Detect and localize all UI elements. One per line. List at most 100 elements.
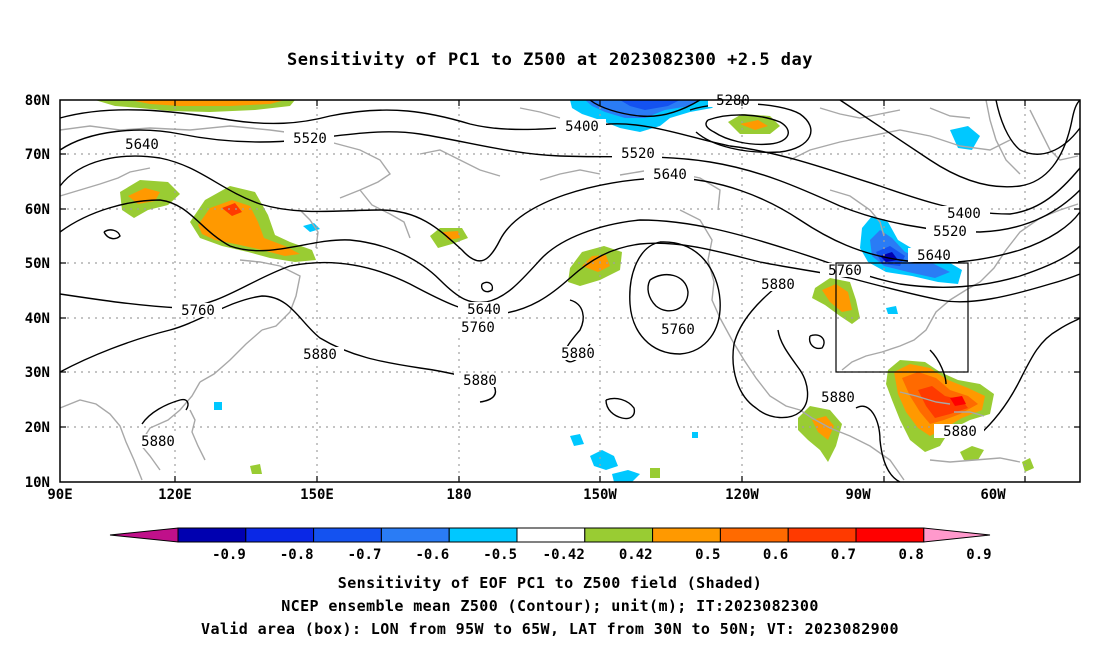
- shade-patch: [886, 306, 898, 314]
- contour-label: 5880: [943, 424, 977, 440]
- coastline: [899, 391, 951, 405]
- contour-line: [732, 283, 809, 419]
- contour-label: 5520: [621, 146, 655, 162]
- lat-tick-label: 20N: [25, 420, 50, 436]
- footer-line-2: NCEP ensemble mean Z500 (Contour); unit(…: [281, 597, 819, 615]
- coastline: [829, 189, 885, 237]
- coastline: [841, 289, 967, 371]
- colorbar-label: 0.9: [966, 547, 991, 563]
- coastline: [799, 409, 905, 481]
- valid-area-box: [835, 262, 969, 373]
- contour-label: 5640: [125, 137, 159, 153]
- contour-line: [647, 273, 689, 312]
- coastline: [59, 399, 143, 481]
- lon-tick-label: 150W: [583, 487, 617, 503]
- contour-label: 5880: [141, 434, 175, 450]
- colorbar-label: -0.7: [348, 547, 382, 563]
- shade-patch: [590, 450, 618, 470]
- coastline: [139, 381, 201, 471]
- coastline: [819, 107, 901, 119]
- contour-line: [995, 99, 1081, 155]
- lon-tick-label: 120W: [725, 487, 759, 503]
- contour-label: 5760: [461, 320, 495, 336]
- contour-label: 5640: [467, 302, 501, 318]
- colorbar-left-arrow: [109, 527, 179, 543]
- shade-patch: [612, 470, 640, 482]
- colorbar-label: -0.8: [280, 547, 314, 563]
- coastline: [239, 259, 301, 331]
- contour-line: [808, 334, 825, 350]
- shade-patch: [570, 434, 584, 446]
- contour-label: 5400: [947, 206, 981, 222]
- shade-patch: [950, 396, 966, 406]
- coastline: [679, 209, 721, 319]
- figure-title: Sensitivity of PC1 to Z500 at 2023082300…: [286, 50, 813, 70]
- contour-line: [929, 349, 947, 385]
- coastline: [419, 149, 501, 177]
- shade-patch: [214, 402, 222, 410]
- contour-label: 5760: [828, 263, 862, 279]
- shade-patch: [692, 432, 698, 438]
- colorbar-segment: [448, 527, 518, 543]
- contour-line: [705, 114, 789, 146]
- colorbar-label: -0.42: [543, 547, 585, 563]
- contour-line: [59, 199, 1081, 304]
- shade-patch: [650, 468, 660, 478]
- colorbar-label: 0.7: [831, 547, 856, 563]
- contour-label: 5880: [561, 346, 595, 362]
- contour-line: [629, 241, 721, 355]
- colorbar-label: -0.5: [483, 547, 517, 563]
- colorbar-segment: [719, 527, 789, 543]
- lat-tick-label: 10N: [25, 475, 50, 491]
- tick-marks: [60, 100, 1080, 482]
- lat-tick-label: 50N: [25, 256, 50, 272]
- lon-tick-label: 150E: [300, 487, 334, 503]
- colorbar-label: 0.8: [899, 547, 924, 563]
- shade-patch: [130, 100, 285, 106]
- shade-patch: [960, 446, 984, 460]
- coastline: [929, 457, 1021, 463]
- coastline: [789, 129, 1011, 161]
- shade-patch: [740, 120, 768, 130]
- shade-patch: [198, 200, 300, 256]
- shade-patch: [442, 231, 460, 240]
- colorbar-label: -0.9: [212, 547, 246, 563]
- colorbar-label: -0.6: [415, 547, 449, 563]
- coastline: [59, 167, 151, 197]
- coastline: [719, 317, 801, 411]
- shade-patch: [222, 203, 242, 216]
- coastline: [299, 133, 391, 199]
- coastline: [539, 169, 601, 181]
- colorbar-segment: [245, 527, 315, 543]
- contour-line: [103, 229, 121, 240]
- gridlines: [60, 100, 1080, 482]
- coastline: [954, 411, 985, 417]
- contour-line: [605, 397, 636, 420]
- shade-patch: [950, 126, 980, 150]
- shade-patch: [620, 100, 680, 110]
- contour-label: 5640: [917, 248, 951, 264]
- lat-tick-label: 30N: [25, 365, 50, 381]
- contour-line: [855, 405, 901, 483]
- lat-tick-label: 70N: [25, 147, 50, 163]
- colorbar-label: 0.6: [763, 547, 788, 563]
- contour-label: 5520: [933, 224, 967, 240]
- contour-line: [59, 129, 1081, 233]
- lon-tick-label: 120E: [158, 487, 192, 503]
- contour-label: 5880: [463, 373, 497, 389]
- lat-tick-label: 80N: [25, 93, 50, 109]
- colorbar-segment: [313, 527, 382, 543]
- contour-labels: 5280 5400 5520 5640 5520 5640 5400 5520 …: [116, 93, 990, 450]
- contour-label: 5640: [653, 167, 687, 183]
- coastline: [519, 107, 561, 119]
- coastline: [199, 329, 263, 383]
- coastline: [985, 99, 1021, 175]
- lon-tick-label: 90W: [845, 487, 871, 503]
- contour-line: [480, 281, 494, 293]
- lon-tick-label: 60W: [980, 487, 1006, 503]
- contour-line: [59, 242, 1081, 315]
- contour-label: 5880: [761, 277, 795, 293]
- lat-tick-label: 60N: [25, 202, 50, 218]
- coastline: [929, 107, 971, 119]
